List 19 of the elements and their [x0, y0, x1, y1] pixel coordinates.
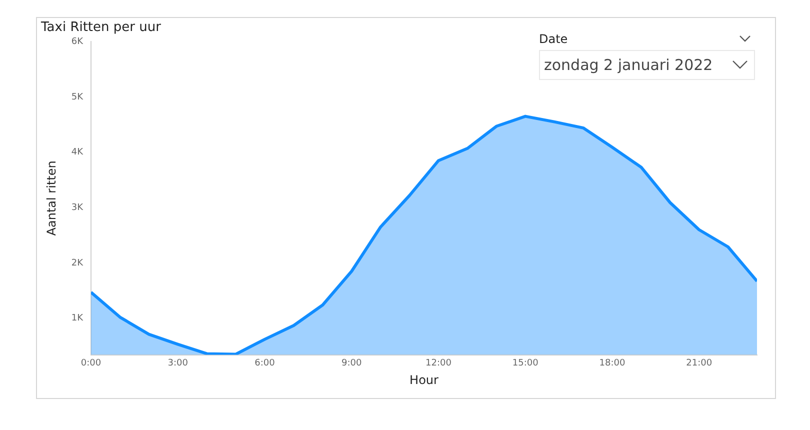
- x-tick-label: 0:00: [80, 358, 102, 369]
- y-axis-title: Aantal ritten: [44, 160, 58, 236]
- y-tick-label: 5K: [71, 92, 84, 102]
- x-tick-label: 9:00: [342, 358, 362, 369]
- y-tick-label: 2K: [71, 258, 84, 268]
- x-axis-title: Hour: [410, 372, 439, 387]
- y-tick-label: 3K: [71, 202, 84, 213]
- x-tick-label: 18:00: [599, 358, 626, 369]
- x-tick-label: 6:00: [254, 358, 276, 369]
- chart-title: Taxi Ritten per uur: [40, 20, 162, 36]
- y-tick-label: 1K: [71, 314, 84, 324]
- x-tick-label: 12:00: [426, 358, 452, 369]
- x-tick-label: 3:00: [168, 358, 188, 369]
- x-tick-label: 15:00: [512, 358, 539, 369]
- y-tick-label: 6K: [71, 36, 84, 47]
- annotation: zondag 2 januari 2022: [544, 56, 713, 74]
- y-tick-label: 4K: [71, 148, 84, 158]
- annotation: Date: [539, 32, 568, 46]
- x-tick-label: 21:00: [686, 358, 712, 369]
